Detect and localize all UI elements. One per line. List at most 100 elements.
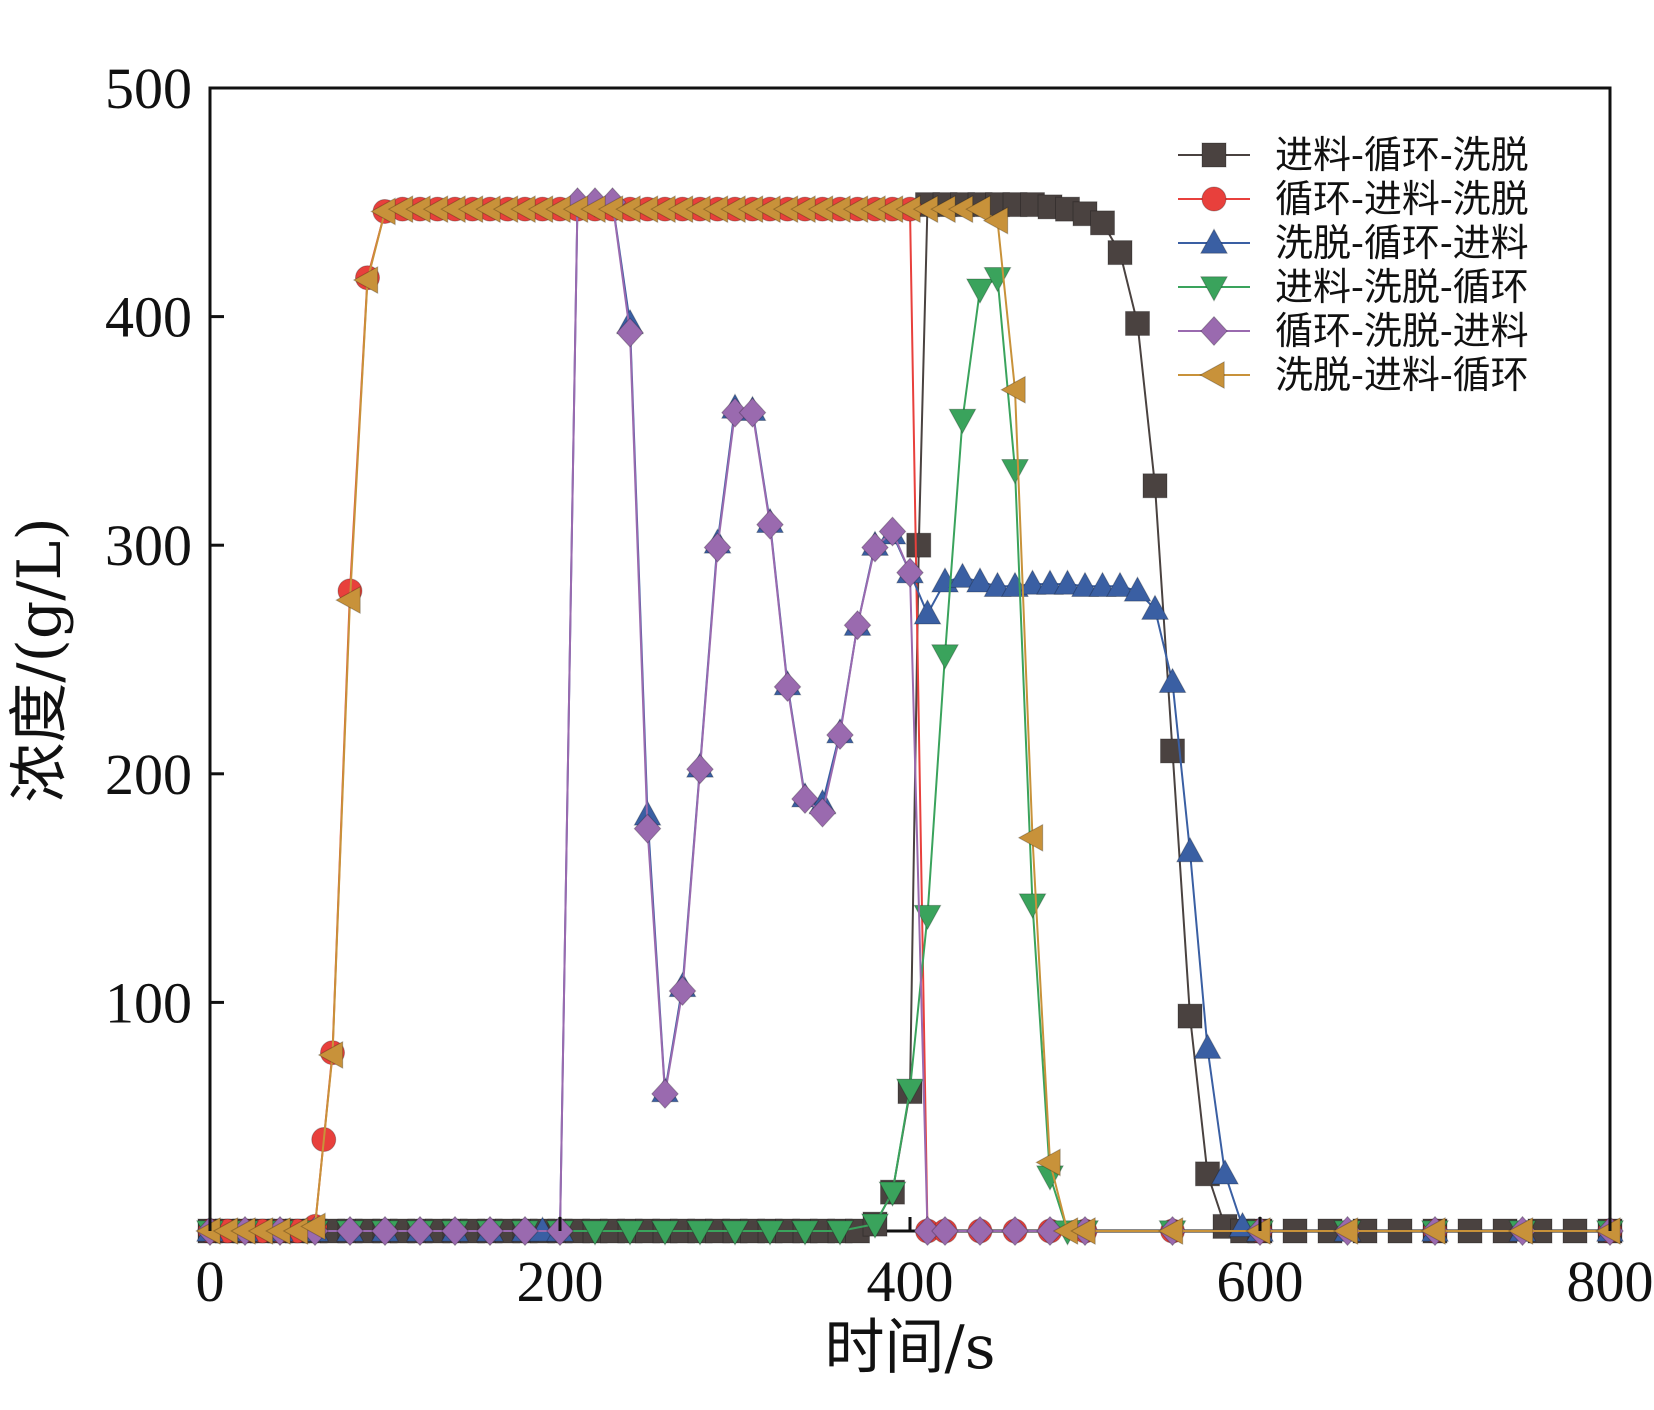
data-point	[1107, 240, 1133, 266]
data-point	[1000, 375, 1026, 404]
series-group	[195, 267, 1625, 1246]
y-tick-label: 400	[105, 285, 192, 350]
data-point	[1142, 473, 1168, 499]
legend-marker	[1201, 142, 1227, 168]
data-point	[948, 562, 977, 588]
data-point	[352, 265, 379, 295]
data-point	[686, 754, 714, 785]
data-point	[966, 1215, 994, 1247]
data-point	[1018, 893, 1047, 919]
data-point	[511, 1215, 539, 1247]
data-point	[773, 671, 802, 703]
data-point	[335, 586, 361, 615]
data-point	[1595, 1216, 1621, 1246]
data-point	[895, 1078, 925, 1105]
legend-marker	[1199, 276, 1229, 302]
data-point	[720, 1220, 750, 1246]
data-point	[1177, 1003, 1203, 1029]
data-point	[615, 1220, 645, 1246]
data-point	[1158, 667, 1187, 694]
data-point	[860, 1213, 890, 1239]
data-point	[1332, 1216, 1359, 1246]
data-point	[1420, 1216, 1446, 1246]
legend-label: 循环-洗脱-进料	[1275, 309, 1529, 353]
x-tick-label: 0	[196, 1249, 225, 1314]
data-point	[948, 408, 977, 435]
y-tick-label: 100	[105, 970, 192, 1035]
data-point	[756, 509, 784, 540]
data-point	[913, 598, 942, 625]
series-group	[195, 195, 1621, 1246]
data-point	[580, 1220, 610, 1246]
data-point	[1000, 459, 1030, 485]
data-point	[1018, 569, 1047, 595]
data-point	[1017, 823, 1044, 852]
data-point	[791, 783, 819, 815]
data-point	[808, 797, 837, 828]
x-tick-label: 400	[867, 1249, 954, 1314]
data-point	[406, 1215, 434, 1247]
data-point	[336, 1215, 364, 1247]
data-point	[1105, 571, 1135, 598]
data-point	[685, 1220, 715, 1246]
legend: 进料-循环-洗脱循环-进料-洗脱洗脱-循环-进料进料-洗脱-循环循环-洗脱-进料…	[1178, 133, 1529, 397]
data-point	[371, 1215, 399, 1247]
legend-marker	[1201, 186, 1227, 212]
legend-marker	[1199, 360, 1225, 390]
data-point	[878, 516, 907, 547]
data-point	[1053, 569, 1082, 595]
data-point	[1036, 1215, 1064, 1247]
data-point	[755, 1220, 785, 1246]
data-point	[1035, 569, 1065, 595]
legend-label: 洗脱-循环-进料	[1275, 221, 1529, 265]
data-point	[1193, 1033, 1222, 1059]
data-point	[441, 1215, 469, 1247]
data-point	[913, 904, 942, 931]
data-point	[738, 397, 767, 428]
data-point	[896, 557, 924, 588]
x-tick-label: 600	[1217, 1249, 1304, 1314]
legend-label: 循环-进料-洗脱	[1275, 177, 1529, 221]
y-axis-title: 浓度/(g/L)	[5, 517, 75, 803]
legend-label: 洗脱-进料-循环	[1275, 353, 1529, 397]
data-point	[965, 566, 995, 593]
data-point	[878, 1181, 907, 1207]
ticks-layer: 0 200 400 600 800 100 200 300 400 500	[105, 56, 1654, 1314]
data-point	[1070, 571, 1100, 598]
data-point	[983, 571, 1012, 598]
data-point	[1090, 210, 1115, 236]
data-point	[982, 206, 1009, 235]
data-point	[1035, 1148, 1061, 1177]
data-point	[1070, 1216, 1096, 1246]
data-point	[650, 1220, 680, 1246]
data-point	[282, 1216, 309, 1246]
x-tick-label: 200	[517, 1249, 604, 1314]
data-point	[861, 532, 889, 563]
data-point	[1140, 594, 1170, 620]
data-point	[931, 1215, 959, 1247]
data-point	[317, 1040, 344, 1070]
y-tick-label: 500	[105, 56, 192, 121]
x-axis-title: 时间/s	[824, 1313, 995, 1383]
data-point	[930, 644, 960, 670]
data-point	[790, 1220, 820, 1246]
data-point	[1175, 836, 1205, 863]
data-point	[826, 719, 854, 751]
data-point	[843, 610, 872, 641]
data-point	[1125, 310, 1150, 336]
data-point	[1088, 571, 1117, 598]
data-point	[300, 1212, 326, 1241]
y-tick-label: 300	[105, 513, 192, 578]
series-layer	[195, 187, 1625, 1247]
data-point	[906, 532, 932, 558]
x-tick-label: 800	[1567, 1249, 1654, 1314]
data-point	[668, 975, 697, 1007]
data-point	[651, 1078, 679, 1109]
data-point	[1123, 576, 1152, 602]
data-point	[1210, 1159, 1240, 1185]
data-point	[616, 317, 644, 348]
data-point	[1507, 1216, 1534, 1246]
data-point	[633, 813, 662, 844]
data-point	[476, 1215, 504, 1247]
